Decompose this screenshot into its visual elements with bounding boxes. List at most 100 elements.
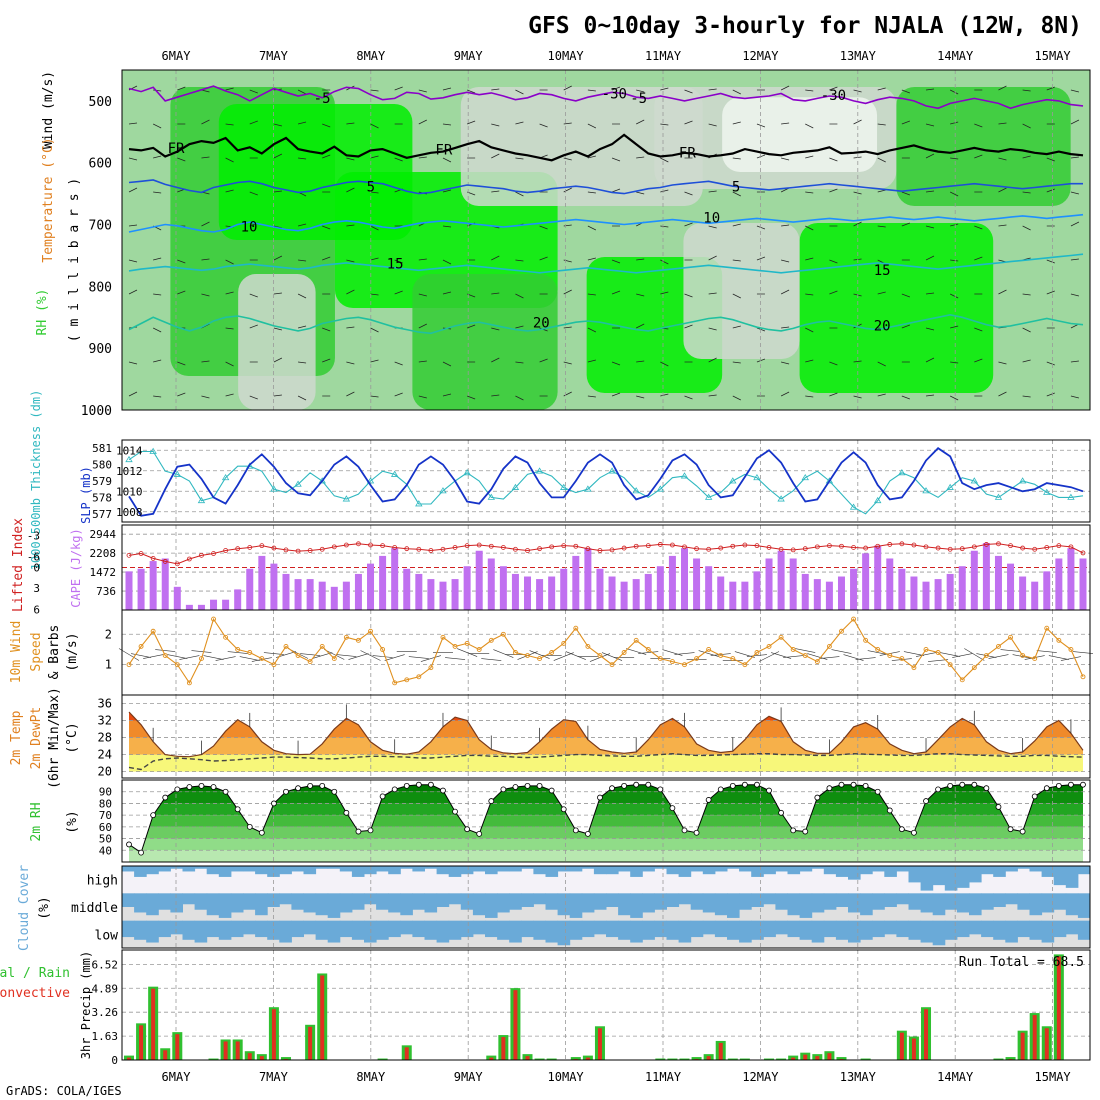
wind10m-marker bbox=[887, 653, 893, 658]
wind-barb bbox=[925, 153, 935, 159]
cloud-high-cell bbox=[485, 866, 498, 875]
cloud-low-cell bbox=[1017, 920, 1030, 938]
cape-bar bbox=[125, 571, 133, 610]
wind-barb bbox=[925, 225, 935, 229]
rh2m-marker bbox=[524, 782, 531, 789]
rh2m-marker bbox=[633, 781, 640, 788]
cloud-high-cell bbox=[557, 866, 571, 872]
wind-barb bbox=[370, 395, 379, 398]
wind-barb bbox=[491, 88, 500, 91]
rh2m-tick: 60 bbox=[99, 821, 112, 834]
precip-total-bar bbox=[667, 1058, 678, 1060]
wind-barb bbox=[805, 395, 814, 398]
wind10m-marker bbox=[742, 662, 748, 668]
precip-tick: 6.52 bbox=[92, 958, 119, 971]
rh2m-marker bbox=[440, 787, 446, 794]
wind-barb bbox=[732, 191, 741, 197]
cape-bar bbox=[910, 576, 918, 610]
wind-barb bbox=[563, 224, 572, 227]
wind10m-marker bbox=[247, 650, 253, 655]
wind-barb bbox=[950, 191, 959, 197]
wind-barb bbox=[1046, 86, 1055, 91]
rh-band bbox=[129, 826, 1083, 839]
cloud-low-cell bbox=[460, 920, 474, 938]
wind10m-barb bbox=[493, 649, 514, 658]
cloud-middle-cell bbox=[751, 893, 764, 907]
cloud-low-cell bbox=[412, 920, 425, 938]
wind-barb bbox=[467, 89, 476, 94]
wind-barb bbox=[225, 157, 234, 163]
wind-barb bbox=[297, 223, 307, 227]
precip-total-bar bbox=[776, 1058, 787, 1060]
wind-barb bbox=[925, 292, 935, 295]
wind10m-marker bbox=[899, 656, 905, 662]
wind10m-barb bbox=[408, 656, 429, 659]
wind-label: Wind (m/s) bbox=[41, 71, 56, 149]
wind10m-marker bbox=[295, 653, 301, 658]
cloud-low-cell bbox=[255, 920, 268, 938]
cape-bar bbox=[668, 555, 676, 610]
wind-barb bbox=[1046, 290, 1055, 295]
wind-barb bbox=[346, 361, 355, 365]
thickness-marker bbox=[632, 487, 640, 494]
wind10m-marker bbox=[802, 653, 808, 658]
cape-bar bbox=[391, 548, 399, 610]
wind-barb bbox=[515, 259, 524, 262]
wind-barb bbox=[805, 155, 814, 159]
cape-bar bbox=[886, 558, 894, 610]
cloud-low-cell bbox=[956, 920, 970, 938]
wind-barb bbox=[998, 157, 1007, 161]
wind10m-barb bbox=[179, 655, 200, 660]
lifted-index-tick: -6 bbox=[27, 551, 40, 564]
wind-barb bbox=[587, 89, 596, 92]
cloud-low-cell bbox=[714, 920, 728, 938]
thickness-marker bbox=[849, 503, 858, 510]
precip-legend-total: Total / Rain bbox=[0, 966, 70, 981]
rh2m-marker bbox=[210, 784, 217, 790]
rh2m-marker bbox=[1080, 781, 1086, 788]
lifted-index-marker bbox=[561, 543, 567, 549]
wind-barb bbox=[1022, 155, 1031, 159]
cape-bar bbox=[439, 581, 447, 610]
rh2m-marker bbox=[150, 812, 157, 819]
lifted-index-tick: 3 bbox=[33, 582, 40, 595]
lifted-index-marker bbox=[126, 552, 132, 558]
lifted-index-marker bbox=[549, 544, 555, 550]
wind-barb bbox=[805, 327, 814, 333]
wind10m-barb bbox=[191, 650, 212, 653]
cloud-high-cell bbox=[509, 866, 522, 872]
lifted-index-marker bbox=[331, 544, 337, 550]
thickness-marker bbox=[680, 472, 689, 479]
wind10m-barb bbox=[1012, 654, 1033, 659]
wind10m-barb bbox=[710, 653, 731, 656]
wind-barb bbox=[708, 225, 717, 229]
wind10m-barb bbox=[227, 651, 248, 654]
date-label-top: 7MAY bbox=[259, 49, 289, 63]
wind-barb bbox=[370, 293, 379, 296]
wind10m-marker bbox=[911, 665, 917, 671]
cloud-low-cell bbox=[642, 920, 655, 940]
rh2m-marker bbox=[621, 782, 628, 789]
cloud-low-cell bbox=[206, 920, 220, 938]
precip-convective-bar bbox=[320, 975, 325, 1060]
cloud-low-cell bbox=[448, 920, 462, 940]
wind10m-marker bbox=[488, 637, 494, 643]
rh-band bbox=[129, 784, 1083, 792]
date-label-bottom: 6MAY bbox=[162, 1070, 192, 1084]
cape-bar bbox=[644, 573, 652, 610]
thickness-tick: 581 bbox=[92, 442, 112, 455]
lifted-index-label: Lifted Index bbox=[11, 518, 26, 612]
cloud-low-cell bbox=[327, 920, 341, 943]
wind-barb bbox=[925, 88, 935, 91]
wind-barb bbox=[322, 358, 331, 363]
precip-convective-bar bbox=[899, 1032, 904, 1060]
wind-barb bbox=[877, 87, 886, 91]
cape-bar bbox=[801, 573, 809, 610]
wind-barb bbox=[660, 225, 669, 228]
cloud-low-cell bbox=[158, 920, 171, 938]
isotherm-label: -5 bbox=[314, 91, 331, 107]
wind-barb bbox=[225, 87, 234, 91]
cloud-low-cell bbox=[763, 920, 776, 938]
wind10m-marker bbox=[1032, 656, 1038, 662]
precip-convective-bar bbox=[1032, 1015, 1037, 1060]
